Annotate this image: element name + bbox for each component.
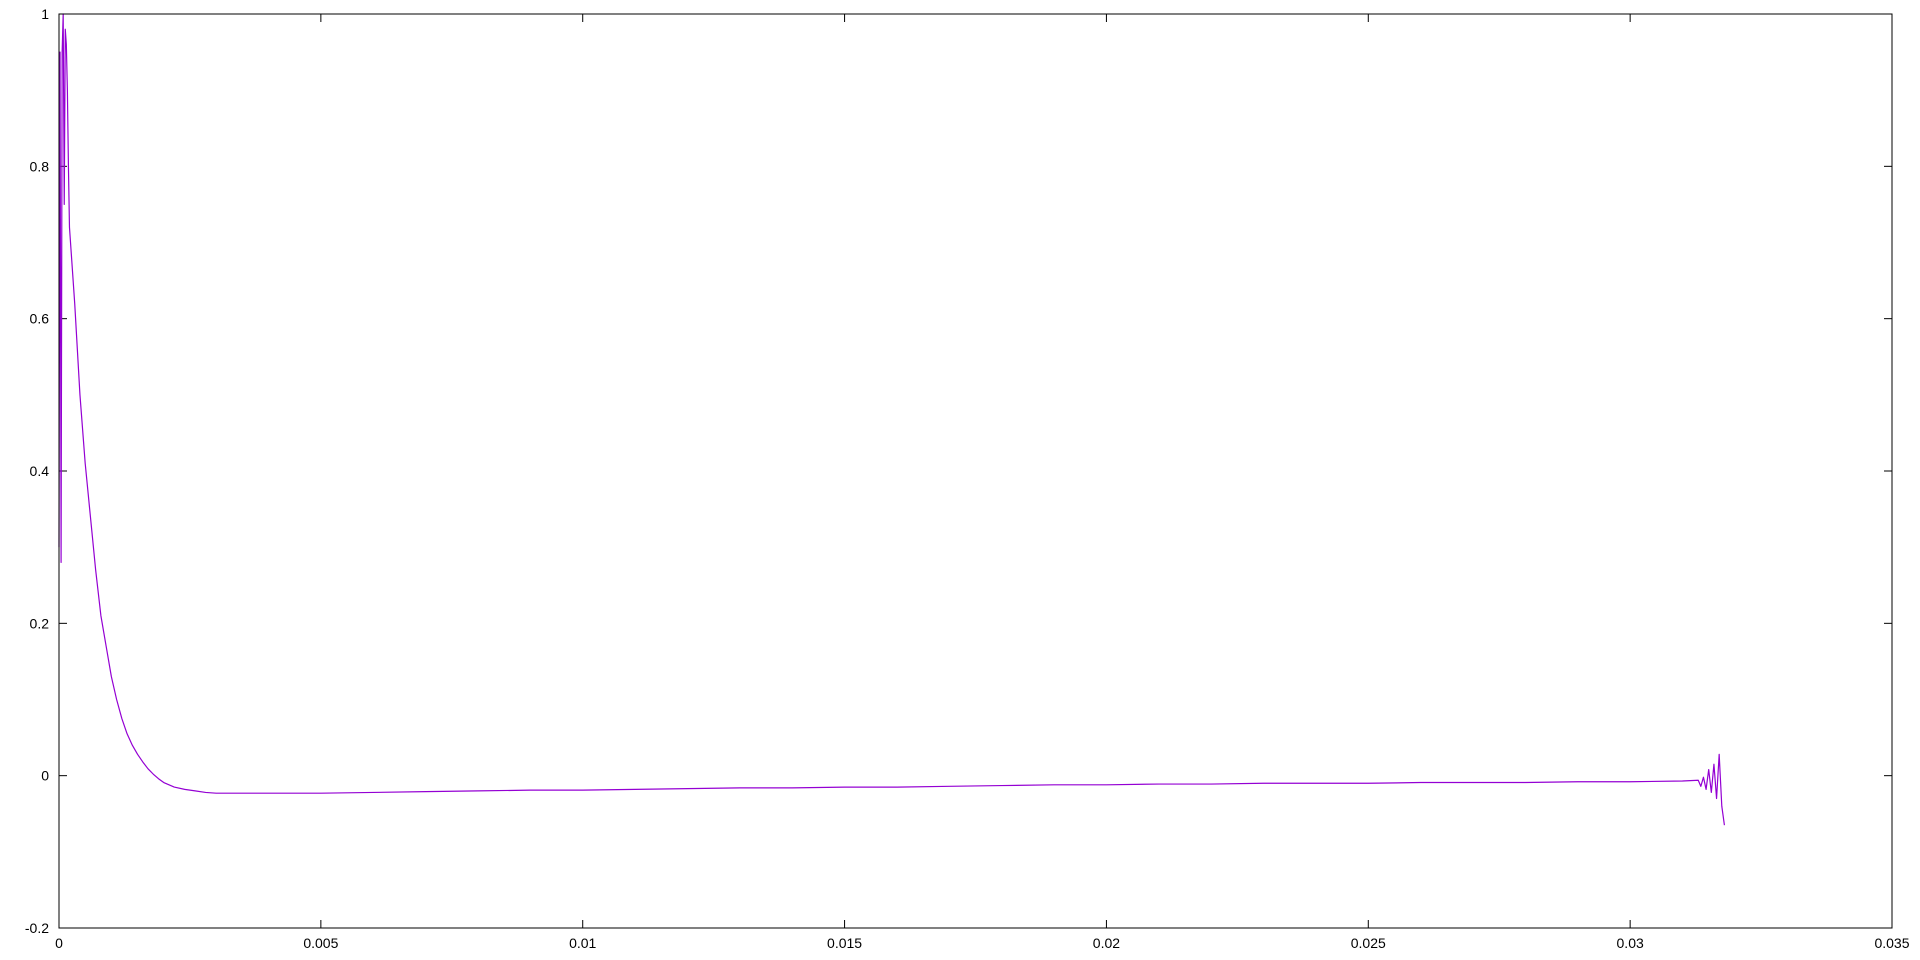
y-tick-label: 0.6 [30,311,50,327]
x-tick-label: 0.005 [303,935,338,951]
x-tick-label: 0.035 [1874,935,1909,951]
series-layer [58,13,1726,826]
y-tick-label: 0.8 [30,158,50,174]
y-tick-label: 0 [41,768,49,784]
plot-area-frame [58,13,1893,929]
x-tick-label: 0 [55,935,63,951]
series-line-1 [58,13,1726,826]
y-tick-label: 0.4 [30,463,50,479]
tick-label-layer: 0 0.005 0.01 0.015 0.02 0.025 0.03 0.035 -0.2 0 0.… [25,6,1910,951]
x-tick-label: 0.015 [827,935,862,951]
y-tick-label: 0.2 [30,615,50,631]
tick-layer [58,13,1893,929]
x-tick-label: 0.01 [569,935,596,951]
x-tick-label: 0.02 [1093,935,1120,951]
y-tick-label: -0.2 [25,920,49,936]
x-tick-label: 0.03 [1617,935,1644,951]
x-tick-label: 0.025 [1351,935,1386,951]
y-tick-label: 1 [41,6,49,22]
